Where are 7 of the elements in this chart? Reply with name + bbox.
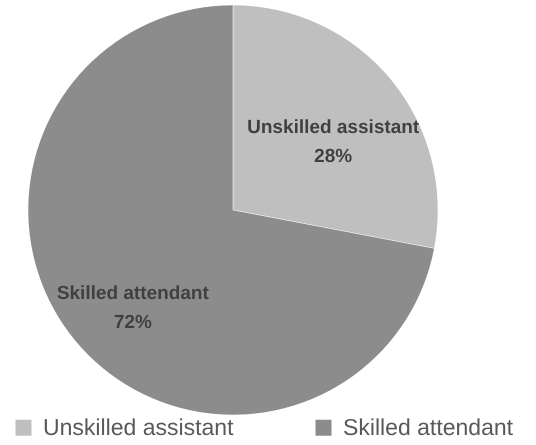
data-label: 28% bbox=[314, 146, 352, 168]
data-label: 72% bbox=[114, 312, 152, 333]
slice-label: Unskilled assistant bbox=[247, 117, 420, 138]
pie-slice bbox=[28, 4, 435, 416]
legend-label: Unskilled assistant bbox=[43, 414, 234, 440]
legend-label: Skilled attendant bbox=[343, 414, 514, 440]
slice-label: Skilled attendant bbox=[56, 282, 210, 304]
